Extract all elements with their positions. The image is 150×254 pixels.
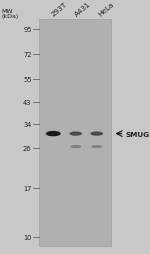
Text: MW
(kDa): MW (kDa) [2, 9, 19, 19]
Text: 72: 72 [23, 52, 32, 58]
Ellipse shape [90, 132, 103, 136]
Ellipse shape [46, 131, 61, 137]
Text: 43: 43 [23, 100, 32, 105]
Ellipse shape [91, 146, 102, 149]
Ellipse shape [70, 146, 81, 149]
Text: 293T: 293T [50, 2, 68, 18]
Bar [39, 20, 111, 246]
Ellipse shape [69, 132, 82, 136]
Text: 10: 10 [23, 234, 32, 240]
Text: HeLa: HeLa [97, 2, 115, 18]
Text: 55: 55 [23, 77, 32, 83]
Text: 26: 26 [23, 146, 32, 152]
Text: A431: A431 [74, 1, 92, 18]
Text: 95: 95 [23, 26, 32, 33]
Text: 34: 34 [23, 121, 32, 127]
Text: SMUG1: SMUG1 [126, 131, 150, 137]
Text: 17: 17 [23, 185, 32, 191]
